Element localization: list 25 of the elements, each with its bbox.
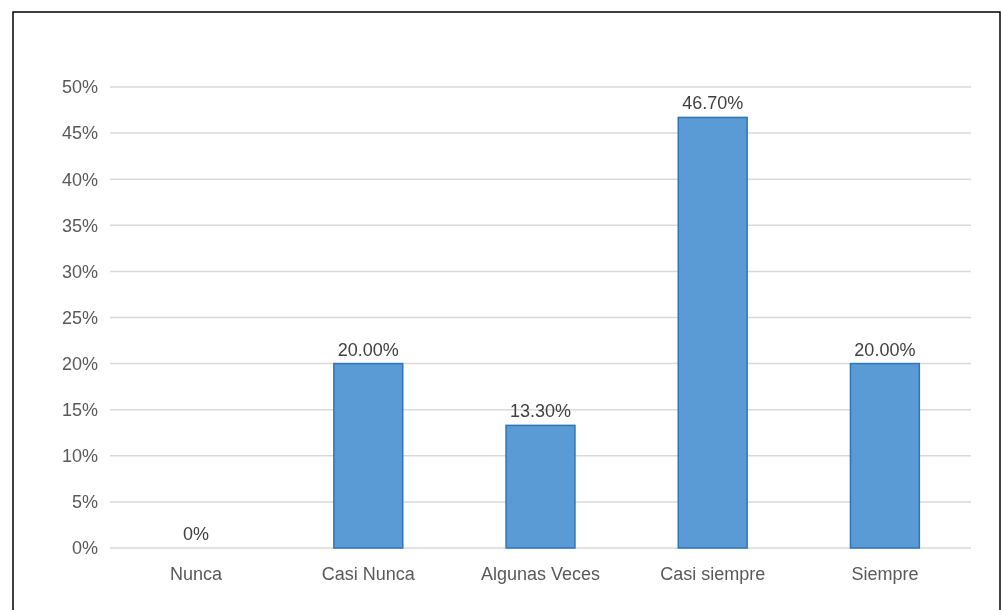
x-tick-label: Casi Nunca [321,564,416,584]
bar [677,116,748,549]
x-tick-label: Siempre [851,564,919,584]
data-label: 0% [183,524,210,544]
x-tick-label: Algunas Veces [480,564,601,584]
y-tick-label: 0% [71,538,98,559]
x-tick-label: Nunca [170,564,224,584]
y-tick-label: 45% [61,123,98,144]
y-tick-label: 15% [61,400,98,420]
data-label: 13.30% [509,401,572,422]
bar [849,362,921,549]
y-tick-label: 5% [71,492,98,513]
y-tick-label: 20% [61,353,98,374]
y-tick-label: 25% [61,307,98,328]
bar [505,424,576,549]
y-tick-label: 40% [61,169,98,190]
data-label: 46.70% [682,93,744,114]
y-tick-label: 10% [61,446,98,467]
y-tick-label: 50% [61,77,98,98]
bar [333,362,404,549]
x-tick-label: Casi siempre [660,564,766,584]
y-tick-label: 30% [61,261,98,282]
y-tick-label: 35% [61,215,98,236]
data-label: 20.00% [337,339,399,360]
data-label: 20.00% [854,339,916,360]
